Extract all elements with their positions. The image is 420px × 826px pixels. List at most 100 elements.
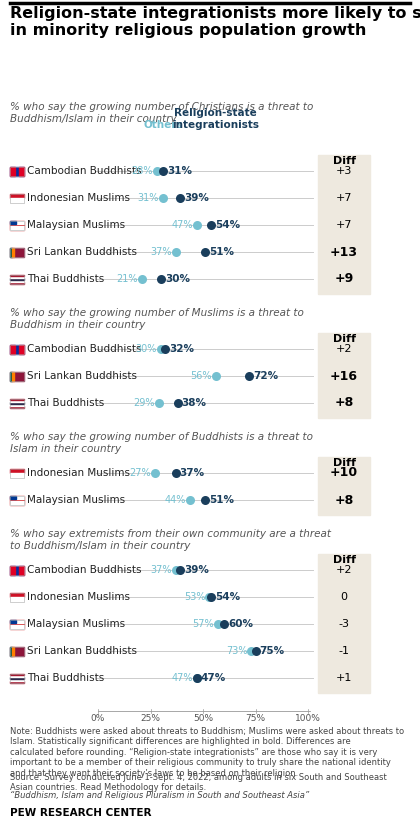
Bar <box>10 566 15 575</box>
Bar <box>10 221 24 230</box>
Bar <box>10 167 24 175</box>
Text: +2: +2 <box>336 344 352 354</box>
Bar <box>10 274 24 277</box>
Bar <box>10 225 24 227</box>
Text: Malaysian Muslims: Malaysian Muslims <box>27 495 125 505</box>
Text: 31%: 31% <box>167 166 192 176</box>
Bar <box>10 372 24 381</box>
Bar <box>10 344 15 354</box>
Bar <box>10 592 24 597</box>
Bar <box>10 647 24 656</box>
Bar <box>10 679 24 681</box>
Text: 100%: 100% <box>295 714 321 723</box>
Text: Malaysian Muslims: Malaysian Muslims <box>27 220 125 230</box>
Bar <box>10 223 24 225</box>
Text: Source: Survey conducted June 1-Sept. 4, 2022, among adults in six South and Sou: Source: Survey conducted June 1-Sept. 4,… <box>10 772 387 792</box>
Bar <box>12 647 14 656</box>
Text: Thai Buddhists: Thai Buddhists <box>27 398 104 408</box>
Text: 28%: 28% <box>131 166 153 176</box>
Text: +13: +13 <box>330 245 358 259</box>
Text: Sri Lankan Buddhists: Sri Lankan Buddhists <box>27 646 137 656</box>
Bar <box>10 592 24 601</box>
Bar <box>10 248 12 257</box>
Text: 54%: 54% <box>215 592 241 602</box>
Text: -1: -1 <box>339 646 349 656</box>
Text: +7: +7 <box>336 220 352 230</box>
Text: 72%: 72% <box>253 371 278 381</box>
Text: Diff: Diff <box>333 334 355 344</box>
Bar <box>10 372 12 381</box>
Bar <box>10 398 24 407</box>
Text: Indonesian Muslims: Indonesian Muslims <box>27 193 130 203</box>
Text: 25%: 25% <box>141 714 160 723</box>
Bar <box>10 167 15 175</box>
Text: 21%: 21% <box>117 274 138 284</box>
Text: +8: +8 <box>334 396 354 410</box>
Bar <box>10 498 24 500</box>
Text: 39%: 39% <box>184 193 209 203</box>
Text: 37%: 37% <box>180 468 205 478</box>
Text: Malaysian Muslims: Malaysian Muslims <box>27 619 125 629</box>
Bar <box>10 277 24 278</box>
Bar <box>10 398 24 401</box>
Text: 60%: 60% <box>228 619 253 629</box>
Text: Sri Lankan Buddhists: Sri Lankan Buddhists <box>27 371 137 381</box>
Bar <box>10 468 24 477</box>
Text: 0%: 0% <box>91 714 105 723</box>
Text: +2: +2 <box>336 565 352 575</box>
Text: +9: +9 <box>334 273 354 286</box>
Text: Religion-state integrationists more likely to see threat
in minority religious p: Religion-state integrationists more like… <box>10 6 420 38</box>
Bar <box>10 676 24 677</box>
Bar <box>10 496 24 505</box>
Bar <box>10 673 24 682</box>
Text: 57%: 57% <box>192 619 214 629</box>
Text: Indonesian Muslims: Indonesian Muslims <box>27 592 130 602</box>
Bar <box>10 228 24 230</box>
Text: 51%: 51% <box>209 247 234 257</box>
Bar <box>10 620 16 624</box>
Bar <box>10 280 24 282</box>
Bar <box>19 167 24 175</box>
Bar <box>10 344 24 354</box>
Text: -3: -3 <box>339 619 349 629</box>
Bar <box>10 372 24 381</box>
Bar <box>10 566 24 575</box>
Bar <box>10 566 24 575</box>
Text: 27%: 27% <box>129 468 151 478</box>
Bar <box>10 496 24 505</box>
Text: Diff: Diff <box>333 555 355 565</box>
Text: Note: Buddhists were asked about threats to Buddhism; Muslims were asked about t: Note: Buddhists were asked about threats… <box>10 727 404 777</box>
Text: Diff: Diff <box>333 156 355 166</box>
Bar <box>10 673 24 676</box>
Text: 38%: 38% <box>182 398 207 408</box>
Bar <box>12 372 14 381</box>
Bar <box>10 344 24 354</box>
Bar <box>10 622 24 624</box>
Bar <box>10 198 24 202</box>
Bar <box>318 333 370 418</box>
Text: 53%: 53% <box>184 592 205 602</box>
Text: 51%: 51% <box>209 495 234 505</box>
Text: +10: +10 <box>330 467 358 480</box>
Text: 47%: 47% <box>201 673 226 683</box>
Bar <box>10 496 16 500</box>
Bar <box>10 468 24 473</box>
Text: 37%: 37% <box>150 247 172 257</box>
Bar <box>10 221 16 225</box>
Bar <box>10 248 24 257</box>
Bar <box>10 274 24 283</box>
Bar <box>10 406 24 407</box>
Text: % who say the growing number of Muslims is a threat to
Buddhism in their country: % who say the growing number of Muslims … <box>10 308 304 330</box>
Text: Religion-state
integrationists: Religion-state integrationists <box>172 108 259 130</box>
Bar <box>318 457 370 515</box>
Bar <box>10 681 24 682</box>
Text: 47%: 47% <box>171 673 193 683</box>
Text: 50%: 50% <box>193 714 213 723</box>
Text: 75%: 75% <box>260 646 285 656</box>
Text: “Buddhism, Islam and Religious Pluralism in South and Southeast Asia”: “Buddhism, Islam and Religious Pluralism… <box>10 791 309 800</box>
Text: Others: Others <box>143 120 183 130</box>
Text: PEW RESEARCH CENTER: PEW RESEARCH CENTER <box>10 808 152 818</box>
Bar <box>10 167 24 175</box>
Text: 0: 0 <box>341 592 347 602</box>
Bar <box>10 193 24 202</box>
